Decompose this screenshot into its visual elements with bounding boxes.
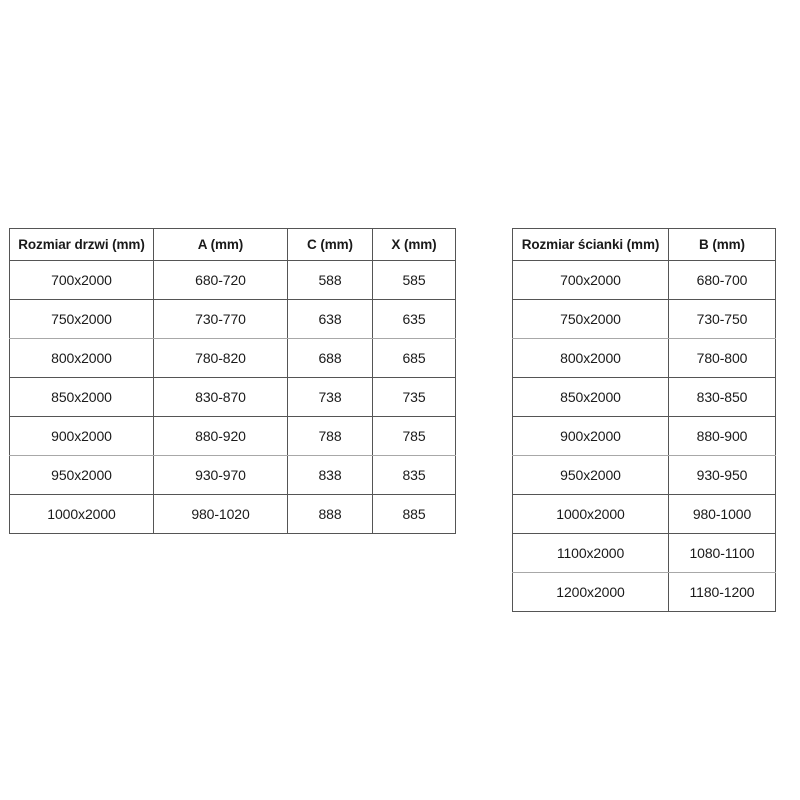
cell-b: 680-700 (668, 260, 776, 300)
table-row: 950x2000 930-970 838 835 (9, 455, 456, 495)
table-row: 750x2000 730-750 (512, 299, 776, 339)
column-header-wall-size: Rozmiar ścianki (mm) (512, 228, 669, 261)
table-header-row: Rozmiar drzwi (mm) A (mm) C (mm) X (mm) (9, 228, 456, 261)
cell-x: 585 (372, 260, 456, 300)
column-header-a: A (mm) (153, 228, 288, 261)
table-row: 850x2000 830-850 (512, 377, 776, 417)
cell-wall-size: 1200x2000 (512, 572, 669, 612)
cell-wall-size: 700x2000 (512, 260, 669, 300)
table-row: 800x2000 780-800 (512, 338, 776, 378)
door-table-body: 700x2000 680-720 588 585 750x2000 730-77… (9, 260, 456, 534)
wall-table-body: 700x2000 680-700 750x2000 730-750 800x20… (512, 260, 776, 612)
cell-door-size: 950x2000 (9, 455, 154, 495)
cell-b: 1180-1200 (668, 572, 776, 612)
table-row: 900x2000 880-920 788 785 (9, 416, 456, 456)
cell-b: 780-800 (668, 338, 776, 378)
cell-b: 980-1000 (668, 494, 776, 534)
cell-wall-size: 900x2000 (512, 416, 669, 456)
cell-a: 880-920 (153, 416, 288, 456)
cell-b: 880-900 (668, 416, 776, 456)
column-header-b: B (mm) (668, 228, 776, 261)
table-row: 850x2000 830-870 738 735 (9, 377, 456, 417)
cell-c: 688 (287, 338, 373, 378)
cell-x: 635 (372, 299, 456, 339)
table-row: 950x2000 930-950 (512, 455, 776, 495)
table-row: 1000x2000 980-1000 (512, 494, 776, 534)
column-header-c: C (mm) (287, 228, 373, 261)
table-row: 1200x2000 1180-1200 (512, 572, 776, 612)
door-dimensions-table: Rozmiar drzwi (mm) A (mm) C (mm) X (mm) … (9, 228, 456, 534)
cell-wall-size: 1000x2000 (512, 494, 669, 534)
cell-c: 588 (287, 260, 373, 300)
cell-x: 835 (372, 455, 456, 495)
column-header-x: X (mm) (372, 228, 456, 261)
cell-c: 838 (287, 455, 373, 495)
cell-b: 1080-1100 (668, 533, 776, 573)
table-row: 750x2000 730-770 638 635 (9, 299, 456, 339)
cell-x: 685 (372, 338, 456, 378)
cell-wall-size: 850x2000 (512, 377, 669, 417)
cell-b: 730-750 (668, 299, 776, 339)
cell-wall-size: 750x2000 (512, 299, 669, 339)
cell-a: 780-820 (153, 338, 288, 378)
cell-a: 730-770 (153, 299, 288, 339)
wall-table-header: Rozmiar ścianki (mm) B (mm) (512, 228, 776, 261)
cell-door-size: 750x2000 (9, 299, 154, 339)
cell-wall-size: 800x2000 (512, 338, 669, 378)
cell-door-size: 700x2000 (9, 260, 154, 300)
cell-door-size: 850x2000 (9, 377, 154, 417)
cell-b: 830-850 (668, 377, 776, 417)
cell-door-size: 900x2000 (9, 416, 154, 456)
cell-a: 980-1020 (153, 494, 288, 534)
cell-x: 735 (372, 377, 456, 417)
wall-panel-dimensions-table: Rozmiar ścianki (mm) B (mm) 700x2000 680… (512, 228, 776, 612)
table-header-row: Rozmiar ścianki (mm) B (mm) (512, 228, 776, 261)
table-row: 900x2000 880-900 (512, 416, 776, 456)
table-row: 1100x2000 1080-1100 (512, 533, 776, 573)
cell-wall-size: 1100x2000 (512, 533, 669, 573)
table-row: 800x2000 780-820 688 685 (9, 338, 456, 378)
table-row: 700x2000 680-720 588 585 (9, 260, 456, 300)
cell-wall-size: 950x2000 (512, 455, 669, 495)
cell-a: 830-870 (153, 377, 288, 417)
cell-c: 738 (287, 377, 373, 417)
table-row: 1000x2000 980-1020 888 885 (9, 494, 456, 534)
cell-door-size: 800x2000 (9, 338, 154, 378)
cell-a: 680-720 (153, 260, 288, 300)
cell-c: 788 (287, 416, 373, 456)
cell-c: 638 (287, 299, 373, 339)
cell-door-size: 1000x2000 (9, 494, 154, 534)
cell-x: 885 (372, 494, 456, 534)
cell-x: 785 (372, 416, 456, 456)
cell-c: 888 (287, 494, 373, 534)
cell-a: 930-970 (153, 455, 288, 495)
door-table-header: Rozmiar drzwi (mm) A (mm) C (mm) X (mm) (9, 228, 456, 261)
column-header-door-size: Rozmiar drzwi (mm) (9, 228, 154, 261)
table-row: 700x2000 680-700 (512, 260, 776, 300)
cell-b: 930-950 (668, 455, 776, 495)
